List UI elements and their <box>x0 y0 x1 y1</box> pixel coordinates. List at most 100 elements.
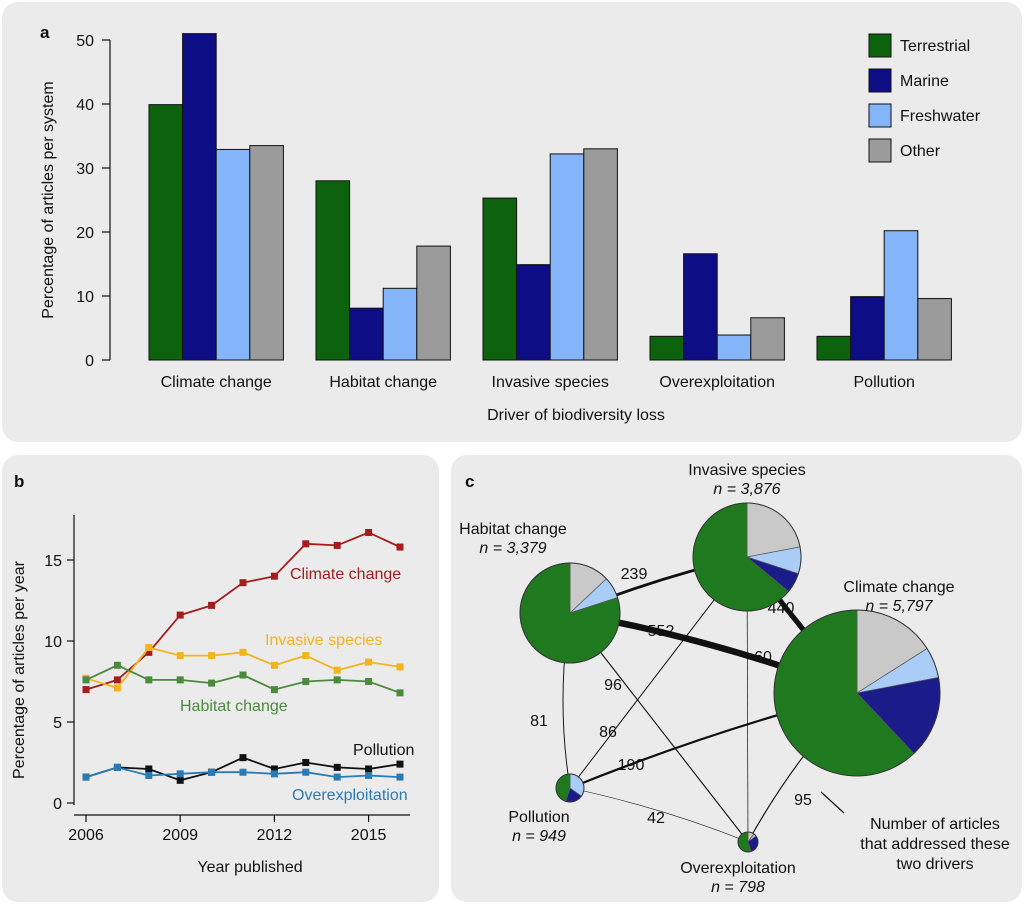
point-pollution <box>176 776 184 784</box>
series-label-invasive-species: Invasive species <box>265 632 382 649</box>
edge-label: 440 <box>768 600 795 617</box>
bar-freshwater-overexploitation <box>716 334 752 361</box>
node-label-pollution: Pollution <box>508 809 569 826</box>
pie-outline-invasive-species <box>692 502 802 612</box>
edge-label: 239 <box>621 566 648 583</box>
point-climate-change <box>270 572 278 580</box>
point-pollution <box>239 754 247 762</box>
bar-terrestrial-invasive-species <box>482 197 518 361</box>
node-label-habitat-change: Habitat change <box>459 521 567 538</box>
edge-label: 95 <box>794 792 812 809</box>
legend-label-marine: Marine <box>900 73 949 90</box>
point-overexploitation <box>333 773 341 781</box>
point-climate-change <box>113 676 121 684</box>
bar-marine-climate-change <box>182 33 217 361</box>
point-climate-change <box>145 648 153 656</box>
panel-label-b: b <box>14 472 24 491</box>
bar-marine-habitat-change <box>349 307 384 361</box>
point-climate-change <box>396 543 404 551</box>
point-invasive-species <box>113 684 121 692</box>
point-habitat-change <box>333 676 341 684</box>
x-tick-label: Overexploitation <box>659 374 775 391</box>
point-pollution <box>302 759 310 766</box>
line-habitat-change <box>85 664 401 694</box>
bar-terrestrial-pollution <box>816 335 852 361</box>
series-label-pollution: Pollution <box>353 742 414 759</box>
point-climate-change <box>302 540 310 548</box>
bar-other-climate-change <box>249 145 284 361</box>
pie-outline-habitat-change <box>519 562 621 664</box>
y-tick-label: 10 <box>44 634 62 651</box>
bar-freshwater-climate-change <box>215 148 251 361</box>
legend-label-other: Other <box>900 143 941 160</box>
edge-label: 60 <box>754 649 772 666</box>
point-invasive-species <box>239 648 247 656</box>
y-tick-label: 0 <box>53 796 62 813</box>
edge-label: 42 <box>647 810 665 827</box>
x-tick-label: Invasive species <box>492 374 609 391</box>
bar-freshwater-habitat-change <box>382 287 418 361</box>
line-chart: b 0 5 10 15 2006 2009 2012 2015 Year published Pe… <box>11 472 414 876</box>
bar-marine-overexploitation <box>683 253 718 361</box>
point-climate-change <box>333 541 341 549</box>
y-tick-label: 15 <box>44 553 62 570</box>
node-count-pollution: n = 949 <box>512 828 566 845</box>
node-count-invasive-species: n = 3,876 <box>713 481 780 498</box>
x-tick-label: 2015 <box>351 827 387 844</box>
point-invasive-species <box>208 652 216 660</box>
point-overexploitation <box>270 770 278 778</box>
node-label-overexploitation: Overexploitation <box>680 860 796 877</box>
legend-swatch-freshwater <box>868 103 892 128</box>
point-invasive-species <box>333 666 341 674</box>
panel-b: b 0 5 10 15 2006 2009 2012 2015 Year published Pe… <box>2 455 439 902</box>
edge-label: 552 <box>648 623 675 640</box>
point-overexploitation <box>145 771 153 779</box>
point-invasive-species <box>365 658 373 666</box>
y-tick-label: 20 <box>76 225 94 242</box>
bar-terrestrial-climate-change <box>148 104 184 361</box>
legend-label-freshwater: Freshwater <box>900 108 981 125</box>
point-habitat-change <box>270 686 278 694</box>
point-overexploitation <box>365 771 373 779</box>
annotation-line: two drivers <box>896 856 973 873</box>
legend-label-terrestrial: Terrestrial <box>900 38 970 55</box>
node-count-overexploitation: n = 798 <box>711 879 765 896</box>
bar-terrestrial-habitat-change <box>315 180 351 361</box>
y-tick-label: 50 <box>76 33 94 50</box>
bar-other-habitat-change <box>416 245 451 361</box>
point-invasive-species <box>270 661 278 669</box>
annotation-line: Number of articles <box>870 816 1000 833</box>
pie-outline-overexploitation <box>737 831 759 853</box>
y-tick-label: 0 <box>85 353 94 370</box>
series-label-overexploitation: Overexploitation <box>292 787 408 804</box>
x-tick-label: 2006 <box>68 827 104 844</box>
point-invasive-species <box>302 652 310 660</box>
bar-terrestrial-overexploitation <box>649 335 685 361</box>
point-habitat-change <box>239 671 247 679</box>
legend-swatch-marine <box>868 68 892 93</box>
point-habitat-change <box>302 678 310 685</box>
point-pollution <box>270 765 278 773</box>
point-pollution <box>396 760 404 768</box>
x-tick-label: Pollution <box>854 374 915 391</box>
point-overexploitation <box>82 773 90 781</box>
x-axis-label: Year published <box>197 859 302 876</box>
x-axis-label: Driver of biodiversity loss <box>487 407 665 424</box>
point-invasive-species <box>145 643 153 651</box>
point-climate-change <box>239 579 247 587</box>
x-tick-label: 2012 <box>257 827 293 844</box>
point-overexploitation <box>239 768 247 776</box>
y-axis-label: Percentage of articles per system <box>40 81 57 318</box>
edge-label: 190 <box>618 757 645 774</box>
series-label-habitat-change: Habitat change <box>180 698 288 715</box>
node-label-climate-change: Climate change <box>843 579 954 596</box>
point-habitat-change <box>145 676 153 684</box>
series-label-climate-change: Climate change <box>290 566 401 583</box>
point-overexploitation <box>208 768 216 776</box>
bar-marine-pollution <box>850 296 885 361</box>
pie-outline-climate-change <box>773 609 941 777</box>
panel-label-a: a <box>40 23 50 42</box>
panel-a: a 0 10 20 30 40 50 Percentage of articles per … <box>2 2 1022 442</box>
x-tick-label: Climate change <box>161 374 272 391</box>
bar-marine-invasive-species <box>516 264 551 361</box>
